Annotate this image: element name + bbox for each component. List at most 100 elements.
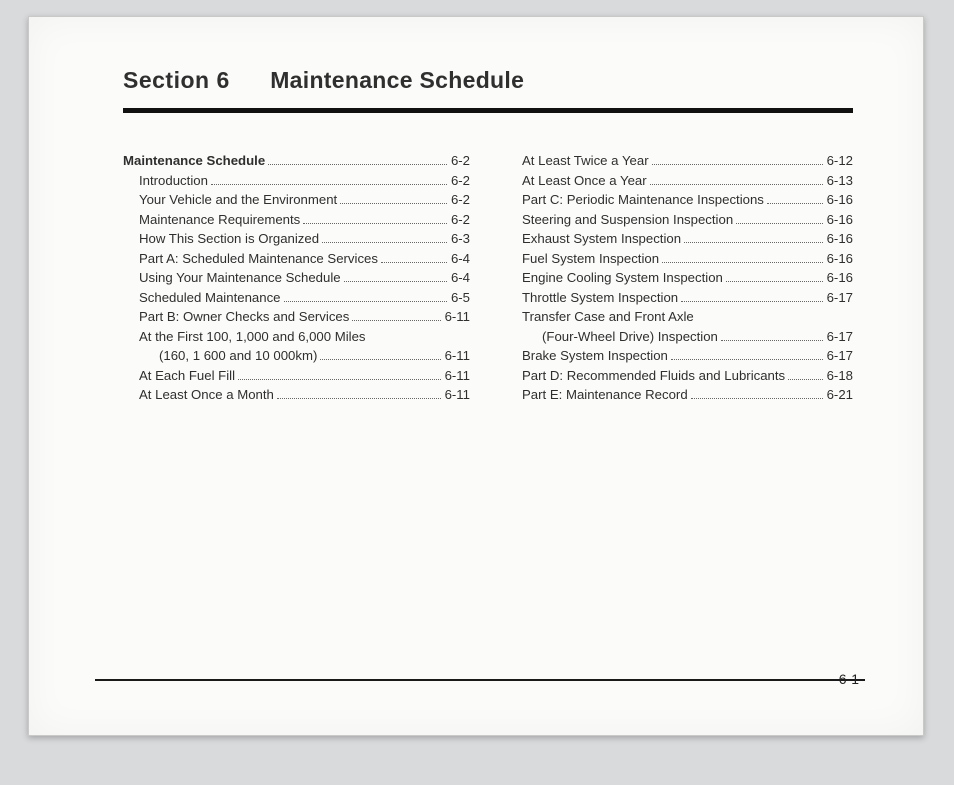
toc-entry-page: 6-2	[449, 190, 470, 210]
toc-leader-dots	[344, 281, 447, 282]
toc-entry-label: Exhaust System Inspection	[506, 229, 681, 249]
toc-leader-dots	[211, 184, 447, 185]
toc-entry: Engine Cooling System Inspection6-16	[506, 268, 853, 288]
toc-leader-dots	[726, 281, 823, 282]
toc-leader-dots	[721, 340, 823, 341]
toc-entry-label: (160, 1 600 and 10 000km)	[123, 346, 317, 366]
toc-leader-dots	[671, 359, 823, 360]
toc-entry-label: Maintenance Requirements	[123, 210, 300, 230]
toc-entry: Exhaust System Inspection 6-16	[506, 229, 853, 249]
toc-entry: At the First 100, 1,000 and 6,000 Miles	[123, 327, 470, 347]
toc-entry: Throttle System Inspection 6-17	[506, 288, 853, 308]
toc-entry: Maintenance Requirements 6-2	[123, 210, 470, 230]
toc-leader-dots	[284, 301, 447, 302]
toc-entry-label: How This Section is Organized	[123, 229, 319, 249]
toc-leader-dots	[691, 398, 823, 399]
toc-entry-label: Transfer Case and Front Axle	[506, 307, 694, 327]
toc-entry-label: Your Vehicle and the Environment	[123, 190, 337, 210]
toc-entry-page: 6-2	[449, 151, 470, 171]
toc-column-left: Maintenance Schedule6-2Introduction6-2Yo…	[123, 151, 470, 405]
toc-entry-label: Steering and Suspension Inspection	[506, 210, 733, 230]
toc-leader-dots	[662, 262, 823, 263]
toc-entry-page: 6-16	[825, 229, 853, 249]
toc-entry: Transfer Case and Front Axle	[506, 307, 853, 327]
toc-entry-page: 6-16	[825, 210, 853, 230]
toc-entry-label: At Each Fuel Fill	[123, 366, 235, 386]
toc-entry-page: 6-11	[443, 307, 470, 327]
footer-rule	[95, 679, 865, 681]
toc-leader-dots	[277, 398, 441, 399]
toc-entry-label: Introduction	[123, 171, 208, 191]
toc-entry: Scheduled Maintenance 6-5	[123, 288, 470, 308]
toc-entry-page: 6-17	[825, 288, 853, 308]
page-sheet: Section 6 Maintenance Schedule Maintenan…	[28, 16, 924, 736]
toc-leader-dots	[320, 359, 440, 360]
toc-entry: Maintenance Schedule6-2	[123, 151, 470, 171]
toc-entry: Brake System Inspection6-17	[506, 346, 853, 366]
toc-entry-page: 6-11	[443, 366, 470, 386]
heading-rule	[123, 108, 853, 113]
toc-entry: Steering and Suspension Inspection 6-16	[506, 210, 853, 230]
toc-leader-dots	[340, 203, 447, 204]
toc-entry: At Least Once a Month 6-11	[123, 385, 470, 405]
toc-entry: Part C: Periodic Maintenance Inspections…	[506, 190, 853, 210]
toc-entry: At Least Once a Year6-13	[506, 171, 853, 191]
toc-leader-dots	[322, 242, 447, 243]
toc-entry-label: Engine Cooling System Inspection	[506, 268, 723, 288]
toc-entry-page: 6-2	[449, 171, 470, 191]
toc-entry-label: Part E: Maintenance Record	[506, 385, 688, 405]
toc-entry: Part E: Maintenance Record 6-21	[506, 385, 853, 405]
toc-entry: Part D: Recommended Fluids and Lubricant…	[506, 366, 853, 386]
toc-leader-dots	[788, 379, 822, 380]
toc-entry: Part A: Scheduled Maintenance Services 6-…	[123, 249, 470, 269]
toc-entry: Your Vehicle and the Environment 6-2	[123, 190, 470, 210]
toc-entry-page: 6-11	[443, 346, 470, 366]
section-number: Section 6	[123, 67, 230, 93]
toc-entry-label: Part B: Owner Checks and Services	[123, 307, 349, 327]
toc-entry-page: 6-4	[449, 268, 470, 288]
toc-entry-page: 6-2	[449, 210, 470, 230]
toc-entry-page: 6-18	[825, 366, 853, 386]
toc-leader-dots	[767, 203, 823, 204]
page-heading: Section 6 Maintenance Schedule	[123, 67, 853, 94]
toc-entry-label: Throttle System Inspection	[506, 288, 678, 308]
toc-leader-dots	[352, 320, 440, 321]
toc-leader-dots	[681, 301, 822, 302]
toc-entry-label: At Least Twice a Year	[506, 151, 649, 171]
toc-leader-dots	[650, 184, 823, 185]
toc-entry-page: 6-16	[825, 249, 853, 269]
toc-leader-dots	[303, 223, 447, 224]
toc-entry-page: 6-21	[825, 385, 853, 405]
toc-entry-page: 6-5	[449, 288, 470, 308]
toc-entry-page: 6-12	[825, 151, 853, 171]
toc-leader-dots	[238, 379, 441, 380]
toc-leader-dots	[736, 223, 822, 224]
toc-entry: Using Your Maintenance Schedule 6-4	[123, 268, 470, 288]
toc-entry-label: Brake System Inspection	[506, 346, 668, 366]
toc-leader-dots	[268, 164, 447, 165]
toc-entry: (Four-Wheel Drive) Inspection6-17	[506, 327, 853, 347]
page-content: Section 6 Maintenance Schedule Maintenan…	[123, 67, 853, 405]
toc-entry-label: At the First 100, 1,000 and 6,000 Miles	[123, 327, 366, 347]
toc-entry-label: Part A: Scheduled Maintenance Services	[123, 249, 378, 269]
toc-entry-page: 6-13	[825, 171, 853, 191]
toc-entry-page: 6-4	[449, 249, 470, 269]
toc-entry-page: 6-3	[449, 229, 470, 249]
toc-entry-label: Scheduled Maintenance	[123, 288, 281, 308]
toc-entry-label: Using Your Maintenance Schedule	[123, 268, 341, 288]
section-title: Maintenance Schedule	[270, 67, 524, 93]
toc-entry-label: Fuel System Inspection	[506, 249, 659, 269]
toc-entry: At Each Fuel Fill 6-11	[123, 366, 470, 386]
toc-entry: Introduction 6-2	[123, 171, 470, 191]
toc-entry: How This Section is Organized 6-3	[123, 229, 470, 249]
toc-columns: Maintenance Schedule6-2Introduction6-2Yo…	[123, 151, 853, 405]
toc-entry-page: 6-17	[825, 327, 853, 347]
toc-entry-label: At Least Once a Month	[123, 385, 274, 405]
toc-entry-page: 6-11	[443, 385, 470, 405]
toc-entry: (160, 1 600 and 10 000km) 6-11	[123, 346, 470, 366]
toc-entry: Part B: Owner Checks and Services 6-11	[123, 307, 470, 327]
toc-entry-page: 6-16	[825, 190, 853, 210]
toc-leader-dots	[652, 164, 823, 165]
toc-entry: At Least Twice a Year 6-12	[506, 151, 853, 171]
toc-entry-label: Part D: Recommended Fluids and Lubricant…	[506, 366, 785, 386]
